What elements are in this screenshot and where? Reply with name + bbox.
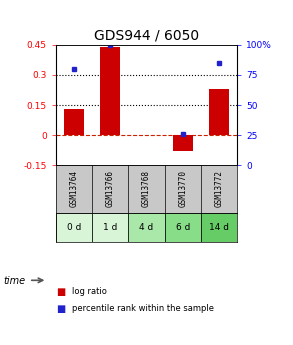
Text: GSM13772: GSM13772 bbox=[215, 170, 224, 207]
Bar bbox=[209, 89, 229, 135]
Bar bbox=[201, 213, 237, 242]
Text: GSM13766: GSM13766 bbox=[106, 170, 115, 207]
Bar bbox=[56, 213, 92, 242]
Text: 14 d: 14 d bbox=[209, 223, 229, 232]
Text: time: time bbox=[3, 276, 25, 286]
Bar bbox=[128, 213, 165, 242]
Text: 1 d: 1 d bbox=[103, 223, 117, 232]
Text: GSM13770: GSM13770 bbox=[178, 170, 187, 207]
Bar bbox=[173, 135, 193, 151]
Bar bbox=[92, 213, 128, 242]
Text: 4 d: 4 d bbox=[139, 223, 154, 232]
Text: GSM13764: GSM13764 bbox=[69, 170, 78, 207]
Text: 0 d: 0 d bbox=[67, 223, 81, 232]
Text: 6 d: 6 d bbox=[176, 223, 190, 232]
Bar bbox=[64, 109, 84, 135]
Text: ■: ■ bbox=[56, 304, 65, 314]
Bar bbox=[165, 213, 201, 242]
Title: GDS944 / 6050: GDS944 / 6050 bbox=[94, 28, 199, 42]
Text: log ratio: log ratio bbox=[72, 287, 107, 296]
Text: ■: ■ bbox=[56, 287, 65, 296]
Text: GSM13768: GSM13768 bbox=[142, 170, 151, 207]
Text: percentile rank within the sample: percentile rank within the sample bbox=[72, 304, 214, 313]
Bar bbox=[100, 47, 120, 135]
